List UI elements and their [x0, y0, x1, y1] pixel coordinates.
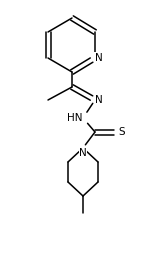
- Text: N: N: [79, 148, 87, 158]
- Text: HN: HN: [68, 113, 83, 123]
- Text: N: N: [95, 95, 103, 105]
- Text: S: S: [118, 127, 125, 137]
- Text: N: N: [95, 53, 103, 63]
